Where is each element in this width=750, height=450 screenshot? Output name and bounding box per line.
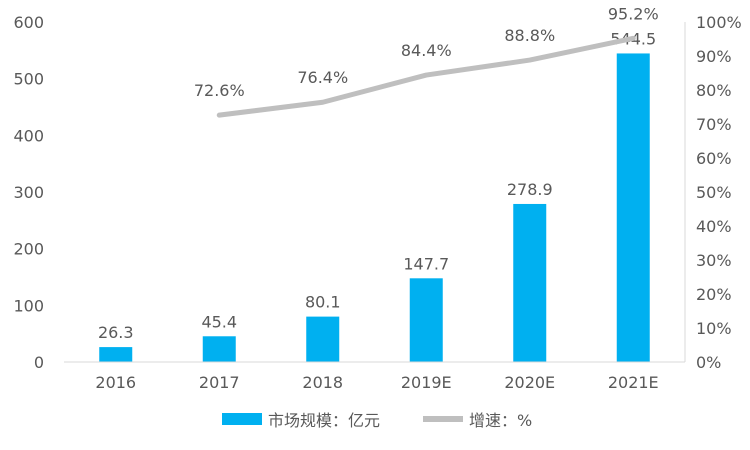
line-value-label: 76.4%	[297, 68, 348, 87]
bar	[306, 316, 340, 362]
bar	[99, 347, 133, 362]
left-axis-tick-label: 0	[34, 353, 44, 372]
bar-value-label: 80.1	[305, 293, 341, 312]
bar-series	[99, 53, 650, 362]
bar-value-label: 26.3	[98, 323, 134, 342]
growth-line	[216, 35, 636, 118]
bar-value-label: 278.9	[507, 180, 553, 199]
bar	[616, 53, 650, 362]
right-axis-tick-label: 90%	[696, 47, 732, 66]
line-value-label: 84.4%	[401, 41, 452, 60]
left-axis-tick-label: 500	[13, 70, 44, 89]
legend-bar-label: 市场规模：亿元	[268, 411, 380, 430]
x-axis-tick-label: 2020E	[504, 373, 555, 392]
bar	[513, 203, 547, 362]
right-axis-tick-label: 0%	[696, 353, 721, 372]
legend-line-label: 增速：%	[469, 411, 532, 430]
left-axis-tick-label: 600	[13, 13, 44, 32]
right-axis-tick-label: 60%	[696, 149, 732, 168]
bar-value-label: 45.4	[201, 312, 237, 331]
left-axis-ticks: 0 100 200 300 400 500 600	[13, 13, 44, 372]
x-axis-tick-label: 2019E	[401, 373, 452, 392]
line-value-label: 95.2%	[608, 4, 659, 23]
right-axis-tick-label: 70%	[696, 115, 732, 134]
line-value-label: 88.8%	[504, 26, 555, 45]
right-axis-tick-label: 80%	[696, 81, 732, 100]
x-axis-tick-label: 2018	[302, 373, 343, 392]
left-axis-tick-label: 300	[13, 183, 44, 202]
line-data-labels: 72.6% 76.4% 84.4% 88.8% 95.2%	[194, 4, 659, 100]
right-axis-ticks: 0% 10% 20% 30% 40% 50% 60% 70% 80% 90% 100%	[696, 13, 742, 372]
left-axis-tick-label: 400	[13, 126, 44, 145]
legend: 市场规模：亿元 增速：%	[222, 411, 532, 430]
bar	[409, 278, 443, 362]
x-axis-tick-label: 2017	[199, 373, 240, 392]
x-axis-tick-label: 2016	[95, 373, 136, 392]
right-axis-tick-label: 20%	[696, 285, 732, 304]
right-axis-tick-label: 100%	[696, 13, 742, 32]
legend-bar-swatch	[222, 413, 262, 425]
x-axis-tick-label: 2021E	[608, 373, 659, 392]
line-value-label: 72.6%	[194, 81, 245, 100]
bar	[202, 336, 236, 362]
x-axis-ticks: 2016 2017 2018 2019E 2020E 2021E	[95, 373, 658, 392]
right-axis-tick-label: 10%	[696, 319, 732, 338]
right-axis-tick-label: 30%	[696, 251, 732, 270]
right-axis-tick-label: 50%	[696, 183, 732, 202]
bar-value-label: 147.7	[403, 254, 449, 273]
line-series	[216, 35, 636, 118]
right-axis-tick-label: 40%	[696, 217, 732, 236]
left-axis-tick-label: 100	[13, 296, 44, 315]
left-axis-tick-label: 200	[13, 240, 44, 259]
